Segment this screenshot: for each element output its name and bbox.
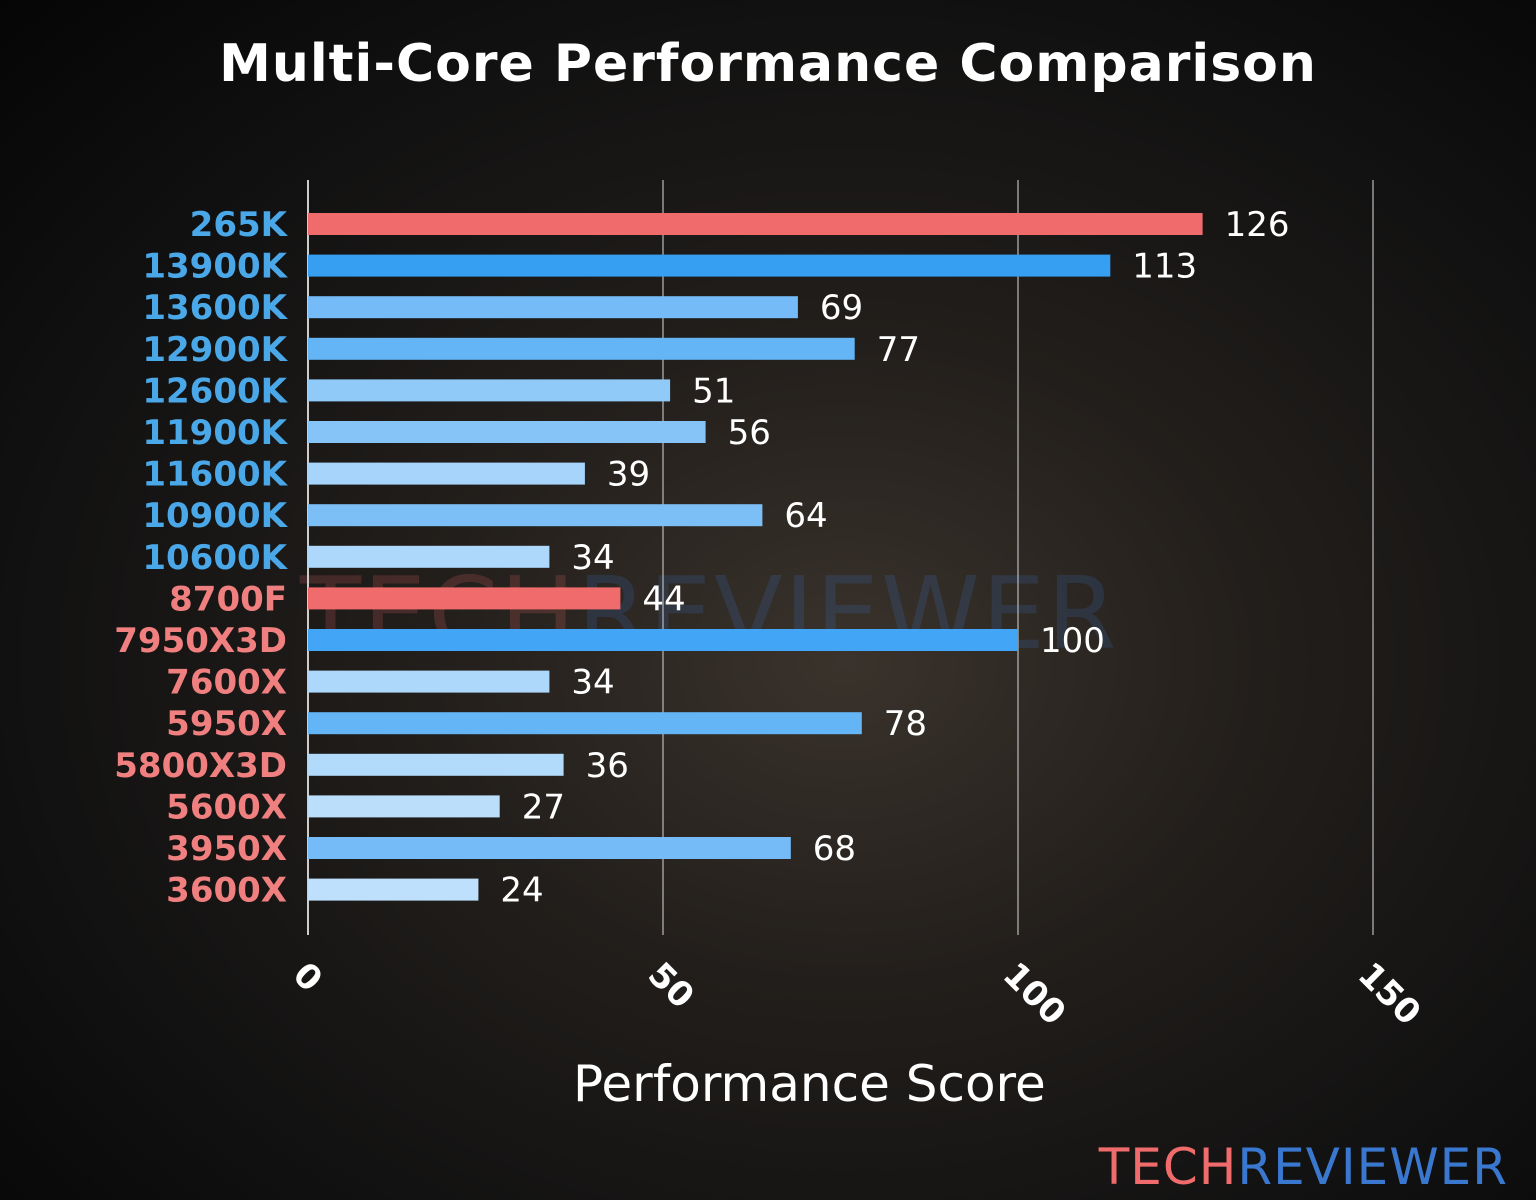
data-label: 77: [877, 330, 920, 370]
watermark-part1: TECH: [300, 555, 578, 672]
data-label: 64: [784, 496, 827, 536]
category-label: 5950X: [166, 704, 287, 744]
category-label: 7950X3D: [114, 621, 287, 661]
data-label: 24: [500, 871, 543, 911]
data-label: 100: [1040, 621, 1105, 661]
data-label: 113: [1132, 247, 1197, 287]
bar-7950X3D: [308, 629, 1018, 651]
data-label: 27: [522, 787, 565, 827]
data-label: 39: [607, 455, 650, 495]
data-label: 126: [1225, 205, 1290, 245]
watermark-part2: REVIEWER: [577, 555, 1119, 672]
data-label: 34: [571, 663, 614, 703]
data-label: 34: [571, 538, 614, 578]
category-label: 11900K: [142, 413, 288, 453]
bar-13600K: [308, 296, 798, 319]
data-label: 51: [692, 371, 735, 411]
logo-part2: REVIEWER: [1237, 1138, 1508, 1196]
category-label: 3950X: [166, 829, 287, 869]
data-label: 78: [884, 704, 927, 744]
x-tick-label: 150: [1350, 955, 1428, 1033]
logo-part1: TECH: [1098, 1138, 1238, 1196]
x-tick-label: 50: [640, 955, 702, 1017]
category-label: 11600K: [142, 455, 288, 495]
data-label: 44: [642, 579, 685, 619]
bar-11900K: [308, 421, 706, 443]
category-label: 5600X: [166, 787, 287, 827]
category-label: 12600K: [142, 371, 288, 411]
data-label: 56: [728, 413, 771, 453]
bar-8700F: [308, 587, 621, 610]
x-axis-label: Performance Score: [573, 1055, 1046, 1113]
bar-3600X: [308, 878, 479, 901]
category-label: 5800X3D: [114, 746, 287, 786]
bar-3950X: [308, 837, 791, 859]
category-label: 13600K: [142, 288, 288, 328]
category-label: 13900K: [142, 247, 288, 287]
category-label: 10600K: [142, 538, 288, 578]
bar-13900K: [308, 254, 1111, 277]
bar-265K: [308, 213, 1203, 235]
category-label: 8700F: [169, 579, 287, 619]
bar-10900K: [308, 504, 763, 527]
bar-12600K: [308, 379, 671, 402]
bar-5600X: [308, 795, 500, 818]
bar-7600X: [308, 670, 550, 693]
x-tick-label: 0: [285, 955, 330, 1000]
category-label: 12900K: [142, 330, 288, 370]
data-label: 36: [586, 746, 629, 786]
bar-5950X: [308, 712, 862, 735]
category-label: 10900K: [142, 496, 288, 536]
logo: TECHREVIEWER: [1099, 1138, 1508, 1196]
category-label: 3600X: [166, 871, 287, 911]
bar-10600K: [308, 545, 550, 568]
bar-11600K: [308, 462, 585, 485]
bar-5800X3D: [308, 753, 564, 776]
watermark: TECHREVIEWER: [300, 555, 1119, 672]
bar-12900K: [308, 337, 855, 360]
chart-title: Multi-Core Performance Comparison: [219, 34, 1317, 94]
category-label: 265K: [190, 205, 289, 245]
data-label: 69: [820, 288, 863, 328]
category-label: 7600X: [166, 663, 287, 703]
data-label: 68: [813, 829, 856, 869]
x-tick-label: 100: [995, 955, 1073, 1033]
